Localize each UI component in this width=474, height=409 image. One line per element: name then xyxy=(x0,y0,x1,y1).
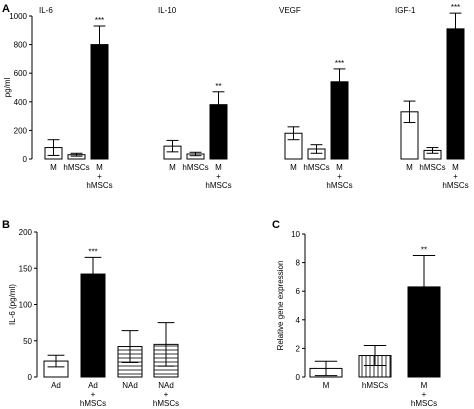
panel-a-category-label: M xyxy=(50,163,57,172)
panel-b-category-label: + xyxy=(164,390,169,399)
panel-a-significance-label: *** xyxy=(335,59,344,68)
panel-b-category-label: hMSCs xyxy=(80,399,106,408)
panel-a-y-tick-label: 800 xyxy=(14,41,28,50)
panel-a-category-label: hMSCs xyxy=(86,181,112,190)
panel-c-y-axis-title: Relative gene expression xyxy=(276,261,285,351)
panel-a-y-tick-label: 0 xyxy=(23,155,28,164)
panel-b-category-label: Ad xyxy=(51,381,61,390)
panel-a-category-label: M xyxy=(406,163,413,172)
panel-a-category-label: hMSCs xyxy=(182,163,208,172)
panel-c-significance-label: ** xyxy=(421,245,427,254)
panel-b-category-label: NAd xyxy=(158,381,174,390)
panel-a-category-label: hMSCs xyxy=(63,163,89,172)
panel-b-y-tick-label: 200 xyxy=(19,228,33,237)
panel-a-category-label: M xyxy=(452,163,459,172)
panel-a-significance-label: *** xyxy=(95,16,104,25)
panel-a-category-label: M xyxy=(169,163,176,172)
panel-a-significance-label: *** xyxy=(451,3,460,12)
panel-c-y-tick-label: 8 xyxy=(296,259,301,268)
panel-c-chart: C 0 2 4 6 8 10 Relative gene expression M hMSCs **… xyxy=(272,219,441,408)
panel-b-y-tick-label: 50 xyxy=(23,337,32,346)
panel-a-y-tick-label: 600 xyxy=(14,69,28,78)
panel-a-y-tick-label: 200 xyxy=(14,126,28,135)
panel-a-category-label: M xyxy=(96,163,103,172)
panel-b-y-axis-title: IL-6 (pg/ml) xyxy=(8,284,17,325)
panel-a-letter: A xyxy=(2,3,10,15)
panel-c-y-tick-label: 0 xyxy=(296,373,301,382)
panel-a-category-label: hMSCs xyxy=(326,181,352,190)
panel-a-significance-label: ** xyxy=(215,82,221,91)
panel-a-category-label: + xyxy=(216,172,221,181)
panel-a-y-tick-label: 400 xyxy=(14,98,28,107)
panel-a-category-label: hMSCs xyxy=(442,181,468,190)
panel-b-letter: B xyxy=(2,219,10,231)
panel-a-category-label: hMSCs xyxy=(303,163,329,172)
panel-a-category-label: M xyxy=(290,163,297,172)
panel-b-category-label: NAd xyxy=(122,381,138,390)
panel-c-y-tick-label: 10 xyxy=(291,230,300,239)
panel-b-category-label: hMSCs xyxy=(153,399,179,408)
panel-b-y-tick-label: 150 xyxy=(19,264,33,273)
panel-b-y-tick-label: 0 xyxy=(28,373,33,382)
panel-a-y-axis-title: pg/ml xyxy=(3,77,12,97)
panel-a-category-label: + xyxy=(337,172,342,181)
panel-a-category-label: M xyxy=(215,163,222,172)
panel-a-category-label: hMSCs xyxy=(419,163,445,172)
panel-a-group-title: IL-10 xyxy=(158,6,177,15)
panel-c-letter: C xyxy=(272,219,280,231)
panel-a-category-label: + xyxy=(97,172,102,181)
panel-a-category-label: hMSCs xyxy=(205,181,231,190)
panel-a-bar xyxy=(446,28,465,160)
panel-a-category-label: + xyxy=(453,172,458,181)
panel-a-group-title: IL-6 xyxy=(39,6,53,15)
panel-b-significance-label: *** xyxy=(88,247,97,256)
panel-c-category-label: hMSCs xyxy=(411,399,437,408)
panel-c-y-tick-label: 4 xyxy=(296,316,301,325)
panel-a-group-title: IGF-1 xyxy=(395,6,416,15)
panel-a-category-label: M xyxy=(336,163,343,172)
panel-b-category-label: + xyxy=(91,390,96,399)
panel-c-y-tick-label: 6 xyxy=(296,287,301,296)
panel-a-group-title: VEGF xyxy=(279,6,301,15)
panel-c-category-label: M xyxy=(421,381,428,390)
panel-c-category-label: M xyxy=(323,381,330,390)
panel-a-y-tick-label: 1000 xyxy=(9,12,27,21)
panel-c-category-label: + xyxy=(422,390,427,399)
panel-b-y-tick-label: 100 xyxy=(19,301,33,310)
panel-c-category-label: hMSCs xyxy=(362,381,388,390)
panel-b-category-label: Ad xyxy=(88,381,98,390)
panel-c-y-tick-label: 2 xyxy=(296,344,301,353)
